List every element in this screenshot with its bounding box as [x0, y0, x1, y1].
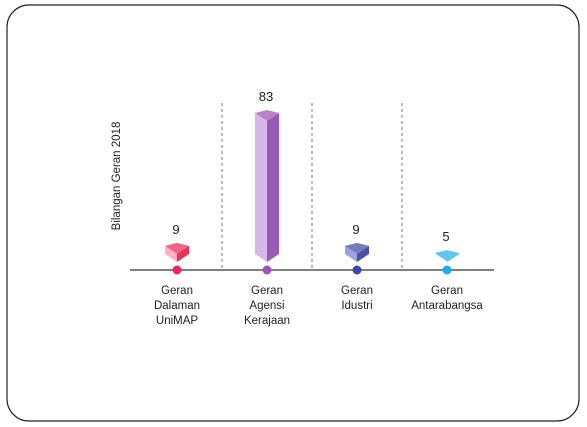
bar-top: [165, 242, 189, 254]
category-label: Geran Dalaman UniMAP: [154, 285, 200, 327]
chart-frame: [6, 4, 580, 422]
bar-face-left: [345, 245, 357, 262]
category-dividers: [221, 103, 403, 268]
category-label: Geran Idustri: [341, 285, 373, 312]
bar-face-right: [447, 253, 459, 262]
value-label: 5: [442, 229, 449, 244]
category-label: Geran Agensi Kerajaan: [244, 285, 290, 327]
axis-marker: [442, 265, 452, 275]
axis-marker: [172, 265, 182, 275]
value-label: 83: [259, 89, 273, 104]
bar-face-right: [267, 113, 279, 262]
bar: [165, 242, 189, 262]
bar-face-left: [165, 245, 177, 262]
y-axis-label: Bilangan Geran 2018: [111, 122, 123, 231]
axis-marker: [352, 265, 362, 275]
category-label: Geran Antarabangsa: [411, 285, 483, 312]
axis-marker: [262, 265, 272, 275]
value-labels: 9 83 9 5: [172, 89, 449, 244]
bar-top: [255, 110, 279, 121]
bar-face-right: [357, 245, 369, 262]
bar: [345, 242, 369, 262]
bars: [165, 110, 459, 262]
value-label: 9: [352, 222, 359, 237]
bar-top: [345, 242, 369, 254]
bar-face-left: [435, 253, 447, 262]
category-labels: Geran Dalaman UniMAP Geran Agensi Kerajaan Ger…: [154, 285, 483, 327]
bar: [255, 110, 279, 262]
bar-top: [435, 250, 459, 262]
bar-face-left: [255, 113, 267, 262]
bar: [435, 250, 459, 262]
bar-face-right: [177, 245, 189, 262]
value-label: 9: [172, 222, 179, 237]
axis-markers: [172, 265, 452, 275]
